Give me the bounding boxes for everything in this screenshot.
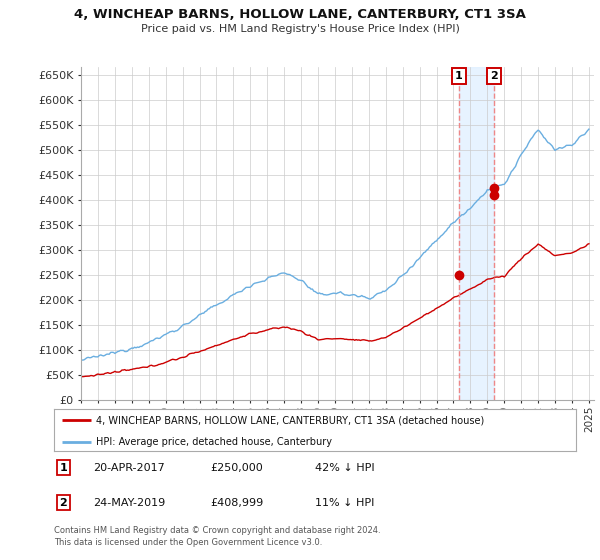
Text: 1: 1 — [59, 463, 67, 473]
Text: 2: 2 — [59, 498, 67, 507]
Text: 2: 2 — [490, 71, 498, 81]
Text: Price paid vs. HM Land Registry's House Price Index (HPI): Price paid vs. HM Land Registry's House … — [140, 24, 460, 34]
Text: 4, WINCHEAP BARNS, HOLLOW LANE, CANTERBURY, CT1 3SA (detached house): 4, WINCHEAP BARNS, HOLLOW LANE, CANTERBU… — [96, 415, 484, 425]
Text: 20-APR-2017: 20-APR-2017 — [93, 463, 165, 473]
Text: 42% ↓ HPI: 42% ↓ HPI — [315, 463, 374, 473]
Text: £250,000: £250,000 — [211, 463, 263, 473]
Text: HPI: Average price, detached house, Canterbury: HPI: Average price, detached house, Cant… — [96, 437, 332, 446]
Text: 4, WINCHEAP BARNS, HOLLOW LANE, CANTERBURY, CT1 3SA: 4, WINCHEAP BARNS, HOLLOW LANE, CANTERBU… — [74, 8, 526, 21]
Text: 11% ↓ HPI: 11% ↓ HPI — [315, 498, 374, 507]
Bar — [458, 67, 494, 400]
Text: £408,999: £408,999 — [211, 498, 264, 507]
Text: 24-MAY-2019: 24-MAY-2019 — [93, 498, 166, 507]
Text: Contains HM Land Registry data © Crown copyright and database right 2024.
This d: Contains HM Land Registry data © Crown c… — [54, 526, 380, 547]
Text: 1: 1 — [455, 71, 463, 81]
